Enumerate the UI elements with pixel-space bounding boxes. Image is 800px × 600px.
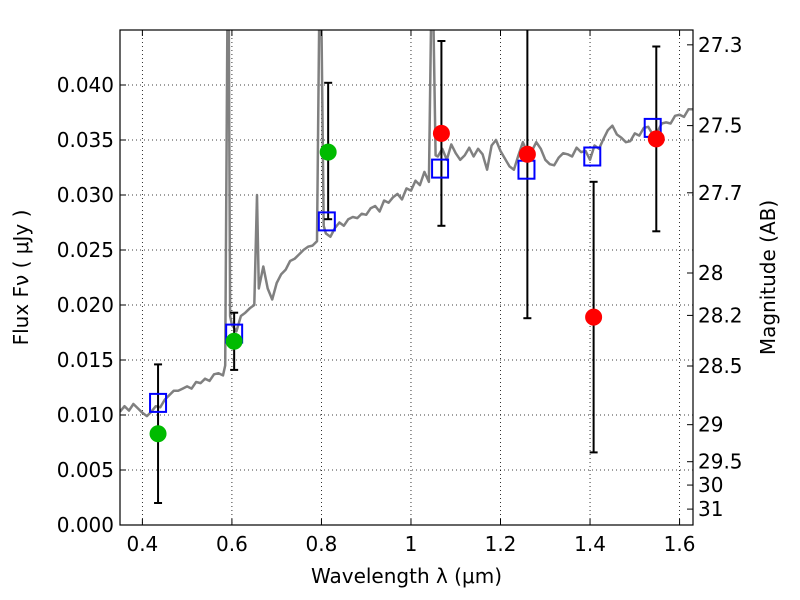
spectrum-line — [120, 30, 693, 418]
x-tick-label: 0.8 — [306, 532, 338, 556]
y-tick-label: 0.040 — [57, 73, 114, 97]
x-tick-label: 0.4 — [126, 532, 158, 556]
y2-tick-label: 27.7 — [698, 181, 743, 205]
y-tick-label: 0.020 — [57, 293, 114, 317]
y-tick-label: 0.030 — [57, 183, 114, 207]
y2-tick-label: 30 — [698, 473, 723, 497]
y2-tick-label: 28.5 — [698, 354, 743, 378]
photometry-point — [585, 308, 603, 326]
x-tick-label: 1 — [405, 532, 418, 556]
photometry-point — [432, 124, 450, 142]
model-square-marker — [431, 158, 450, 179]
y2-tick-label: 28 — [698, 261, 723, 285]
y-tick-label: 0.025 — [57, 238, 114, 262]
plot-series — [120, 30, 693, 504]
y2-tick-label: 28.2 — [698, 303, 743, 327]
grid — [120, 30, 693, 526]
y-tick-label: 0.000 — [57, 513, 114, 537]
y-tick-label: 0.010 — [57, 403, 114, 427]
x-axis-label: Wavelength λ (μm) — [311, 564, 502, 588]
y2-tick-label: 29 — [698, 413, 723, 437]
y2-tick-label: 27.3 — [698, 33, 743, 57]
photometry-point — [647, 130, 665, 148]
axis-ticks: 0.4 0.6 0.8 1 1.2 1.4 1.6 0.000 0.005 0.010 0.015 0… — [57, 30, 743, 556]
photometry-point — [225, 332, 243, 350]
x-tick-label: 0.6 — [216, 532, 248, 556]
x-tick-label: 1.4 — [574, 532, 606, 556]
photometry-point — [319, 143, 337, 161]
y-tick-label: 0.015 — [57, 348, 114, 372]
y-tick-label: 0.005 — [57, 458, 114, 482]
model-square-marker — [583, 146, 602, 167]
x-tick-label: 1.6 — [664, 532, 696, 556]
x-tick-label: 1.2 — [485, 532, 517, 556]
y-tick-label: 0.035 — [57, 128, 114, 152]
y2-tick-label: 31 — [698, 497, 723, 521]
photometry-point — [518, 145, 536, 163]
model-square-marker — [317, 211, 336, 232]
photometry-point — [149, 425, 167, 443]
y2-tick-label: 27.5 — [698, 114, 743, 138]
y-axis-label: Flux Fν ( μJy ) — [9, 210, 33, 346]
y2-axis-label: Magnitude (AB) — [756, 200, 780, 355]
y2-tick-label: 29.5 — [698, 450, 743, 474]
model-square-marker — [149, 392, 168, 413]
plot-frame — [119, 29, 694, 526]
